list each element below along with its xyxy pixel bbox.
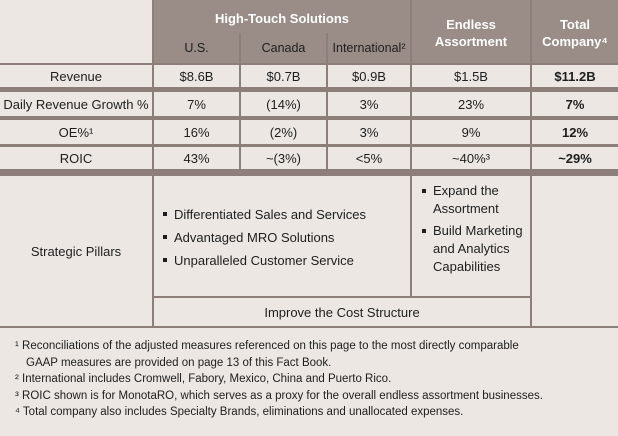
table-cell: <5% [328,147,410,169]
international-column-header: International² [328,33,410,63]
table-cell: $0.7B [241,65,326,87]
table-cell-total: 12% [532,120,618,144]
list-item: Build Marketing and Analytics Capabiliti… [422,222,526,276]
table-cell: 9% [412,120,530,144]
bullet-icon [163,234,167,239]
high-touch-title: High-Touch Solutions [214,11,350,26]
table-cell-total: ~29% [532,147,618,169]
high-touch-pillars: Differentiated Sales and Services Advant… [154,176,410,296]
high-touch-header: High-Touch Solutions [154,0,410,33]
row-label: ROIC [0,147,152,169]
table-cell: 16% [154,120,239,144]
list-item: Advantaged MRO Solutions [163,226,410,249]
table-cell-total: $11.2B [532,65,618,87]
table-cell: $1.5B [412,65,530,87]
table-cell: $8.6B [154,65,239,87]
row-label: Revenue [0,65,152,87]
bullet-icon [163,211,167,216]
table-cell: (2%) [241,120,326,144]
footnote: ³ ROIC shown is for MonotaRO, which serv… [15,389,543,402]
list-item: Differentiated Sales and Services [163,203,410,226]
table-cell: 3% [328,92,410,116]
table-cell-total: 7% [532,92,618,116]
table-cell: ~(3%) [241,147,326,169]
footnotes: ¹ Reconciliations of the adjusted measur… [0,328,618,436]
footnote: GAAP measures are provided on page 13 of… [26,356,332,369]
endless-header: Endless Assortment [412,0,530,63]
total-pillars [532,176,618,326]
total-header: Total Company⁴ [532,0,618,63]
total-title: Total Company⁴ [542,17,608,49]
table-cell: 43% [154,147,239,169]
table-cell: ~40%³ [412,147,530,169]
canada-column-header: Canada [241,33,326,63]
footnote-list: ¹ Reconciliations of the adjusted measur… [0,328,618,421]
row-label: Daily Revenue Growth % [0,92,152,116]
table-cell: 23% [412,92,530,116]
us-column-header: U.S. [154,33,239,63]
table-cell: (14%) [241,92,326,116]
table-cell: $0.9B [328,65,410,87]
header-corner [0,0,152,63]
table-cell: 3% [328,120,410,144]
footnote: ¹ Reconciliations of the adjusted measur… [15,340,519,352]
high-touch-pillar-list: Differentiated Sales and Services Advant… [154,176,410,272]
footnote: ⁴ Total company also includes Specialty … [15,406,464,418]
endless-pillar-list: Expand the Assortment Build Marketing an… [412,176,530,276]
list-item: Unparalleled Customer Service [163,249,410,272]
row-label: OE%¹ [0,120,152,144]
pillars-label: Strategic Pillars [0,176,152,326]
endless-title: Endless Assortment [434,17,508,49]
endless-pillars: Expand the Assortment Build Marketing an… [412,176,530,296]
table-cell: 7% [154,92,239,116]
bullet-icon [422,189,426,193]
bullet-icon [163,257,167,262]
bullet-icon [422,229,426,233]
list-item: Expand the Assortment [422,182,526,218]
shared-pillar: Improve the Cost Structure [154,298,530,326]
footnote: ² International includes Cromwell, Fabor… [15,373,392,385]
